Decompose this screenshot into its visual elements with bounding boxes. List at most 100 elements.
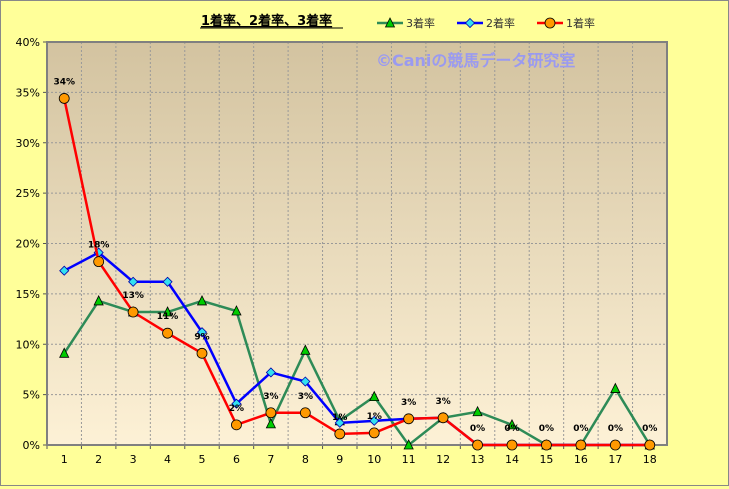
data-label: 0% xyxy=(539,424,554,434)
circle-series: 34% 18% 13% 11% 9% 2% 3% 3% 1% 1% 3% 3% 0% 0% 0% 0% 0% 0% xyxy=(53,77,657,451)
x-tick-label: 17 xyxy=(608,453,622,466)
x-tick-label: 5 xyxy=(199,453,206,466)
legend-diamond-icon xyxy=(464,17,476,29)
x-tick-label: 15 xyxy=(539,453,553,466)
diamond-point xyxy=(162,276,173,287)
x-tick-label: 14 xyxy=(505,453,519,466)
legend-triangle-icon xyxy=(384,17,396,28)
x-tick-label: 2 xyxy=(95,453,102,466)
circle-point xyxy=(437,412,449,424)
data-label: 0% xyxy=(642,424,657,434)
triangle-point xyxy=(231,305,242,316)
triangle-point xyxy=(265,417,277,429)
circle-point xyxy=(334,428,346,440)
diamond-point xyxy=(369,415,380,426)
x-tick-label: 8 xyxy=(302,453,309,466)
circle-point xyxy=(403,413,415,425)
x-tick-label: 7 xyxy=(267,453,274,466)
data-label: 0% xyxy=(470,424,485,434)
chart-title: 1着率、2着率、3着率 xyxy=(201,13,332,29)
circle-point xyxy=(541,439,552,451)
legend-item: 1着率 xyxy=(537,16,595,30)
y-tick-label: 40% xyxy=(16,36,40,49)
circle-point xyxy=(644,439,656,451)
triangle-point xyxy=(369,390,380,402)
triangle-point xyxy=(610,382,621,393)
diamond-point xyxy=(231,398,242,409)
x-tick-label: 10 xyxy=(367,453,381,466)
circle-series-line xyxy=(62,98,650,447)
triangle-point xyxy=(93,295,104,306)
data-label: 3% xyxy=(435,397,450,407)
diamond-point xyxy=(128,276,139,287)
x-tick-label: 9 xyxy=(336,453,343,466)
circle-point xyxy=(368,427,380,439)
triangle-point xyxy=(300,344,311,355)
plot-border xyxy=(46,41,668,446)
x-tick-label: 13 xyxy=(471,453,485,466)
y-tick-label: 10% xyxy=(16,338,40,351)
x-tick-label: 3 xyxy=(130,453,137,466)
triangle-point xyxy=(162,306,173,317)
circle-point xyxy=(127,306,139,318)
x-tick-label: 1 xyxy=(61,453,68,466)
data-label: 3% xyxy=(298,392,313,402)
x-tick-label: 16 xyxy=(574,453,588,466)
data-label: 1% xyxy=(367,412,382,422)
x-tick-label: 4 xyxy=(164,453,171,466)
circle-point xyxy=(265,407,277,419)
circle-point xyxy=(93,256,105,268)
x-tick-label: 11 xyxy=(402,453,416,466)
triangle-point xyxy=(472,405,483,417)
data-label: 34% xyxy=(53,77,75,87)
triangle-point xyxy=(59,347,70,358)
circle-point xyxy=(162,327,173,339)
diamond-point xyxy=(196,327,208,338)
x-tick-label: 12 xyxy=(436,453,450,466)
data-label: 0% xyxy=(504,424,519,434)
data-label: 1% xyxy=(332,413,347,423)
legend-label: 1着率 xyxy=(566,16,595,30)
diamond-point xyxy=(59,265,70,276)
triangle-point xyxy=(403,439,414,450)
circle-point xyxy=(58,93,70,104)
y-tick-label: 15% xyxy=(16,288,40,301)
triangle-point xyxy=(196,295,208,306)
legend-circle-icon xyxy=(544,17,556,29)
circle-point xyxy=(609,439,621,451)
diamond-point xyxy=(300,376,311,387)
data-label: 11% xyxy=(157,312,179,322)
x-tick-label: 6 xyxy=(233,453,240,466)
data-label: 9% xyxy=(194,332,209,342)
legend-label: 3着率 xyxy=(406,16,435,30)
y-tick-label: 5% xyxy=(23,389,40,402)
circle-point xyxy=(196,347,208,359)
circle-point xyxy=(299,407,311,419)
data-label: 18% xyxy=(88,241,110,251)
data-label: 13% xyxy=(122,291,144,301)
x-tick-label: 18 xyxy=(643,453,657,466)
data-label: 3% xyxy=(401,398,416,408)
data-label: 0% xyxy=(608,424,623,434)
triangle-point xyxy=(506,418,518,430)
y-tick-label: 20% xyxy=(16,238,40,251)
watermark: ©Caniの競馬データ研究室 xyxy=(376,51,575,70)
diamond-point xyxy=(265,367,276,378)
data-label: 0% xyxy=(573,424,588,434)
y-tick-label: 30% xyxy=(16,137,40,150)
legend-item: 3着率 xyxy=(377,16,435,30)
y-tick-label: 0% xyxy=(23,439,40,452)
circle-point xyxy=(575,439,587,451)
legend-label: 2着率 xyxy=(486,16,515,30)
circle-point xyxy=(506,439,518,451)
y-tick-label: 25% xyxy=(16,187,40,200)
y-tick-label: 35% xyxy=(16,86,40,99)
data-label: 2% xyxy=(229,404,244,414)
circle-point xyxy=(472,439,483,451)
circle-point xyxy=(231,419,242,431)
data-label: 3% xyxy=(263,392,278,402)
legend-item: 2着率 xyxy=(457,16,515,30)
diamond-point xyxy=(334,417,345,428)
